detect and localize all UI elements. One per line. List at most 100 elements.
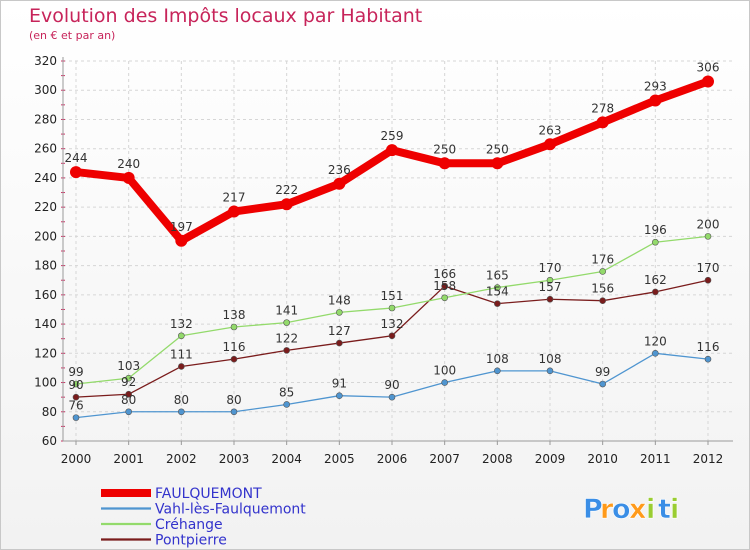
data-label: 263 (539, 123, 562, 137)
logo-letter: t (658, 494, 671, 525)
data-point (546, 276, 554, 284)
x-tick-label: 2003 (219, 452, 250, 466)
x-tick-label: 2012 (693, 452, 724, 466)
data-label: 200 (697, 217, 720, 231)
data-point (704, 355, 712, 363)
data-label: 141 (275, 304, 298, 318)
x-tick-label: 2011 (640, 452, 671, 466)
data-point (122, 171, 135, 184)
data-point (125, 390, 132, 398)
data-point (596, 116, 609, 129)
data-point (283, 401, 290, 408)
data-label: 170 (697, 261, 720, 275)
data-label: 92 (121, 375, 136, 389)
data-point (388, 332, 396, 340)
data-label: 100 (433, 364, 456, 378)
data-point (70, 166, 82, 179)
data-label: 259 (381, 129, 404, 143)
data-point (441, 379, 448, 386)
data-label: 222 (275, 183, 298, 197)
data-point (336, 392, 343, 399)
y-tick-label: 180 (34, 259, 57, 273)
data-label: 293 (644, 79, 667, 93)
data-point (178, 332, 185, 340)
y-tick-label: 100 (34, 376, 57, 390)
y-tick-label: 240 (34, 171, 57, 185)
data-label: 236 (328, 163, 351, 177)
data-label: 99 (68, 365, 83, 379)
data-point (704, 276, 712, 284)
data-label: 85 (279, 385, 294, 399)
data-point (441, 294, 448, 302)
data-point (283, 347, 290, 354)
data-label: 108 (539, 352, 562, 366)
data-label: 158 (433, 279, 456, 293)
data-point (280, 198, 293, 211)
x-tick-label: 2006 (377, 452, 408, 466)
data-point (702, 75, 714, 88)
data-label: 244 (65, 151, 88, 165)
data-point (336, 339, 343, 347)
data-point (652, 238, 659, 246)
data-point (599, 380, 606, 388)
data-label: 250 (486, 142, 509, 156)
data-point (546, 367, 554, 375)
data-label: 162 (644, 273, 667, 287)
data-point (494, 300, 501, 307)
data-point (704, 233, 712, 240)
legend-label: Vahl-lès-Faulquemont (155, 502, 306, 518)
y-tick-label: 260 (34, 142, 57, 156)
y-tick-label: 140 (34, 317, 57, 331)
data-point (125, 374, 132, 382)
data-point (388, 304, 396, 312)
chart-title: Evolution des Impôts locaux par Habitant (29, 5, 423, 27)
data-point (72, 393, 80, 401)
data-point (228, 205, 240, 218)
legend-label: Pontpierre (155, 533, 227, 549)
data-point (494, 284, 501, 291)
data-point (178, 408, 185, 416)
chart-subtitle: (en € et par an) (29, 29, 116, 42)
data-label: 197 (170, 220, 193, 234)
y-tick-label: 280 (34, 112, 57, 126)
data-label: 176 (591, 252, 614, 266)
data-point (386, 144, 398, 157)
data-label: 240 (117, 157, 140, 171)
data-label: 90 (68, 378, 83, 392)
legend-label: Créhange (155, 517, 223, 533)
data-label: 278 (591, 101, 614, 115)
data-point (125, 408, 132, 416)
data-point (230, 355, 238, 363)
data-point (544, 138, 556, 151)
chart-grid (63, 60, 733, 442)
chart-legend: FAULQUEMONTVahl-lès-FaulquemontCréhangeP… (101, 486, 306, 549)
logo-letter: P (583, 494, 603, 525)
data-point (178, 363, 185, 370)
data-label: 127 (328, 324, 351, 338)
y-tick-label: 60 (42, 434, 57, 448)
data-label: 103 (117, 359, 140, 373)
y-tick-label: 160 (34, 288, 57, 302)
data-point (649, 94, 662, 107)
data-label: 99 (595, 365, 610, 379)
data-label: 166 (433, 267, 456, 281)
logo-letter: x (629, 494, 646, 525)
x-tick-label: 2001 (113, 452, 144, 466)
data-point (333, 177, 346, 190)
data-label: 80 (121, 393, 136, 407)
data-point (230, 408, 238, 416)
chart-axes: 60 80 100 120 140 160 180 200 220 240 260 280 300 320… (34, 54, 733, 466)
y-tick-label: 220 (34, 200, 57, 214)
data-point (72, 414, 80, 421)
data-label: 90 (384, 378, 399, 392)
x-tick-label: 2005 (324, 452, 355, 466)
data-point (388, 393, 396, 401)
logo-letter: r (600, 494, 614, 525)
data-label: 122 (275, 331, 298, 345)
y-tick-label: 200 (34, 229, 57, 243)
data-label: 111 (170, 347, 193, 361)
x-tick-label: 2000 (61, 452, 92, 466)
logo-letter: o (612, 494, 631, 525)
